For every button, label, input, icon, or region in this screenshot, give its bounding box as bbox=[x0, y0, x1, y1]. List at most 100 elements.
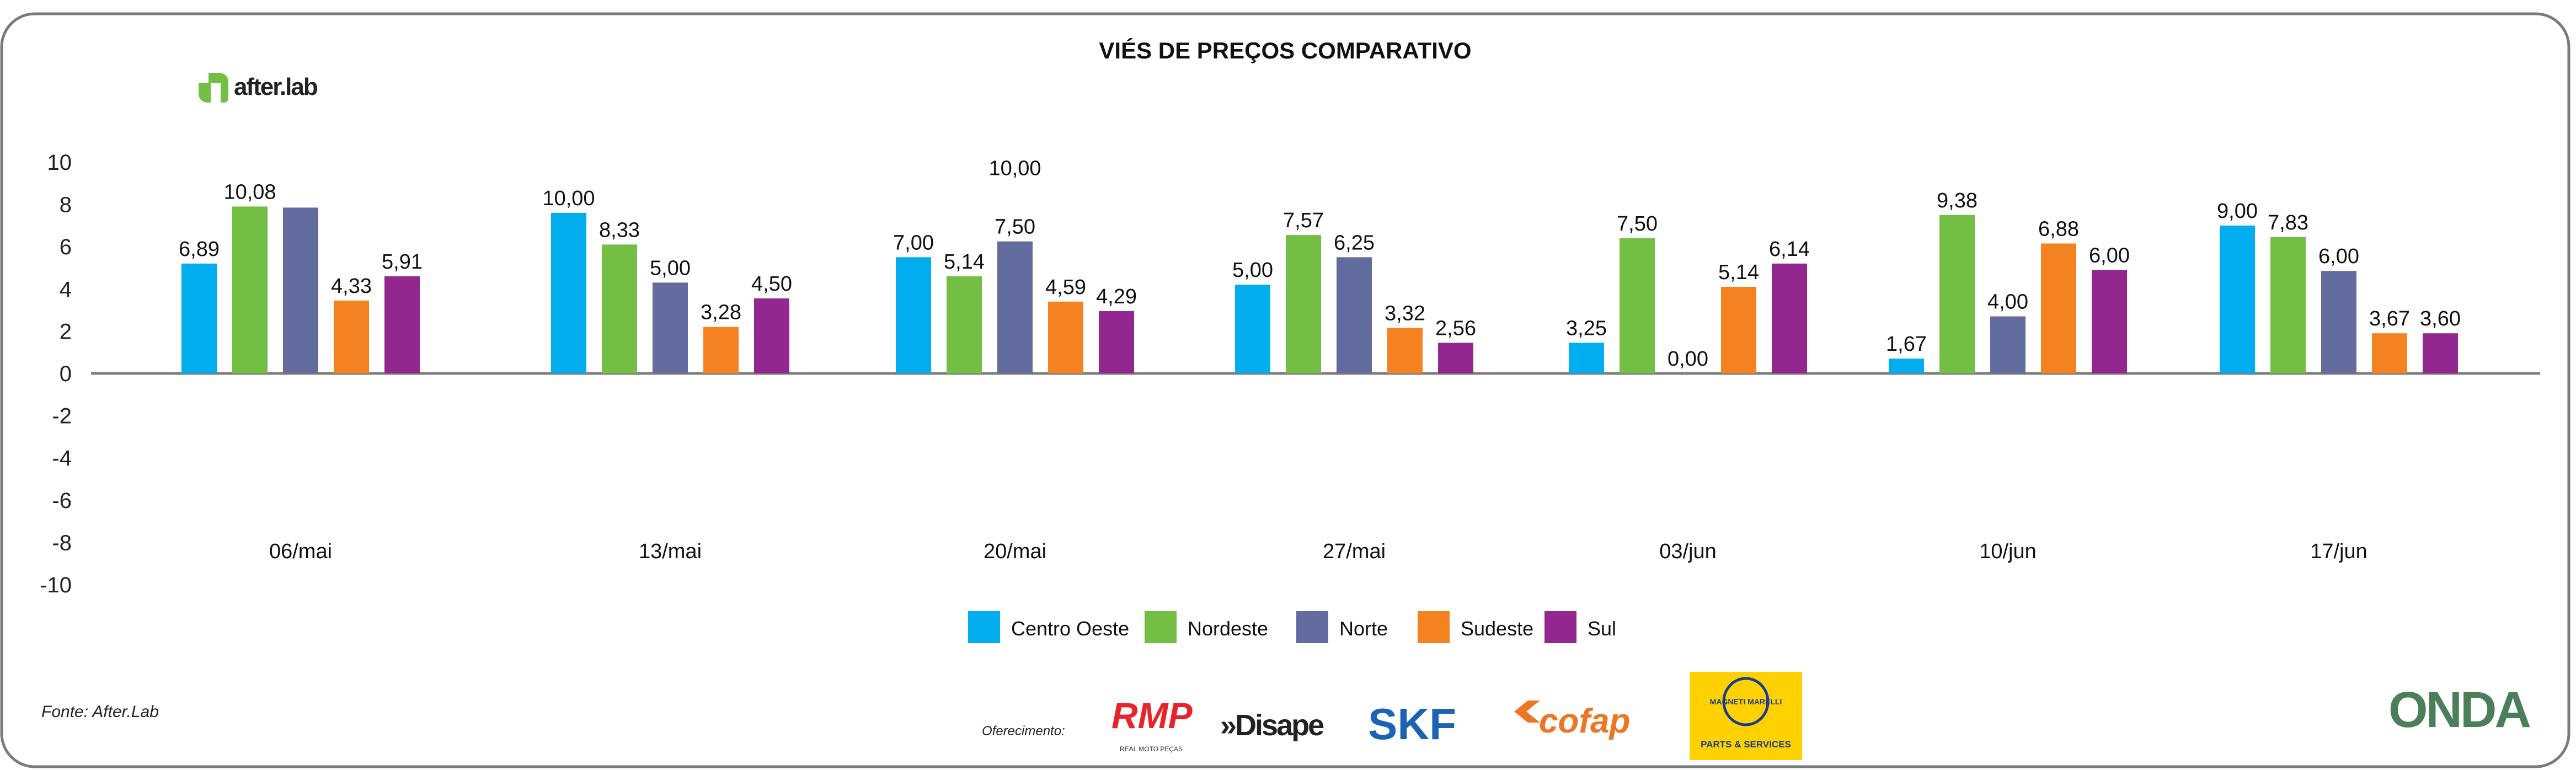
data-label: 3,60 bbox=[2420, 307, 2461, 330]
svg-text:after.lab: after.lab bbox=[234, 73, 318, 100]
bar-centro-oeste bbox=[1235, 285, 1270, 373]
data-label: 5,14 bbox=[944, 250, 985, 274]
data-label: 1,67 bbox=[1886, 333, 1927, 356]
data-label: 0,00 bbox=[1668, 347, 1708, 371]
y-tick-label: 0 bbox=[60, 362, 72, 386]
bar-norte bbox=[997, 241, 1033, 373]
data-label: 6,89 bbox=[179, 238, 220, 261]
bar-nordeste bbox=[2270, 237, 2306, 373]
y-tick-label: 2 bbox=[60, 319, 72, 344]
data-label: 10,08 bbox=[223, 180, 276, 204]
data-label: 3,28 bbox=[701, 301, 741, 324]
cofap-logo: cofap bbox=[1514, 701, 1630, 740]
data-label: 3,25 bbox=[1566, 317, 1607, 340]
data-label: 9,00 bbox=[2217, 200, 2258, 223]
bar-sul bbox=[1772, 263, 1807, 373]
bar-sul bbox=[754, 298, 789, 373]
bar-norte bbox=[1337, 257, 1372, 373]
onda-logo: ONDA bbox=[2388, 682, 2530, 738]
x-category-label: 27/mai bbox=[1323, 540, 1386, 563]
data-label: 7,50 bbox=[995, 216, 1035, 239]
y-tick-label: 6 bbox=[60, 235, 72, 259]
data-label: 4,29 bbox=[1096, 285, 1137, 308]
frame bbox=[0, 12, 2570, 768]
svg-text:MAGNETI MARELLI: MAGNETI MARELLI bbox=[1710, 697, 1782, 706]
legend-item-centro-oeste: Centro Oeste bbox=[968, 611, 1129, 643]
bar-sudeste bbox=[1048, 301, 1083, 373]
y-tick-label: -10 bbox=[40, 573, 72, 597]
bar-norte bbox=[1990, 316, 2025, 373]
legend-label: Sul bbox=[1588, 617, 1616, 640]
data-label: 6,14 bbox=[1769, 238, 1810, 261]
y-tick-label: -8 bbox=[52, 531, 72, 555]
y-tick-label: 4 bbox=[60, 277, 72, 302]
bar-sudeste bbox=[703, 327, 739, 373]
data-label: 6,88 bbox=[2038, 217, 2079, 240]
bar-sul bbox=[2092, 270, 2127, 373]
y-tick-label: -6 bbox=[52, 489, 72, 513]
data-label: 4,00 bbox=[1987, 291, 2028, 314]
x-category-label: 03/jun bbox=[1659, 540, 1717, 563]
bar-sul bbox=[384, 276, 420, 373]
legend-swatch bbox=[1418, 611, 1450, 643]
data-label: 7,00 bbox=[893, 231, 934, 254]
data-label: 5,00 bbox=[650, 256, 691, 280]
data-label: 7,57 bbox=[1283, 209, 1324, 232]
bar-sul bbox=[1438, 343, 1473, 373]
sponsor-label: Oferecimento: bbox=[982, 724, 1065, 739]
legend-label: Centro Oeste bbox=[1011, 617, 1129, 640]
legend-swatch bbox=[1544, 611, 1576, 643]
y-tick-label: -4 bbox=[52, 446, 72, 470]
svg-text:PARTS & SERVICES: PARTS & SERVICES bbox=[1701, 739, 1791, 750]
svg-text:cofap: cofap bbox=[1539, 702, 1630, 740]
bar-centro-oeste bbox=[1569, 343, 1604, 373]
legend-item-norte: Norte bbox=[1296, 611, 1388, 643]
bar-sudeste bbox=[334, 300, 369, 373]
bar-centro-oeste bbox=[896, 257, 931, 373]
rmp-logo: RMP REAL MOTO PEÇAS bbox=[1111, 695, 1193, 753]
data-label: 10,00 bbox=[542, 187, 595, 210]
magneti-marelli-logo: MAGNETI MARELLI PARTS & SERVICES bbox=[1690, 672, 1802, 760]
bar-norte bbox=[653, 282, 688, 373]
legend-label: Norte bbox=[1339, 617, 1388, 640]
y-tick-label: 10 bbox=[47, 151, 72, 175]
bar-nordeste bbox=[1286, 235, 1321, 373]
disape-logo: »Disape bbox=[1220, 709, 1326, 742]
bar-nordeste bbox=[602, 244, 637, 373]
data-label: 2,56 bbox=[1435, 317, 1476, 340]
svg-text:RMP: RMP bbox=[1111, 695, 1193, 736]
data-label: 5,14 bbox=[1718, 261, 1759, 284]
legend-swatch bbox=[1145, 611, 1177, 643]
y-tick-label: -2 bbox=[52, 404, 72, 429]
data-label: 5,91 bbox=[382, 250, 423, 274]
y-tick-label: 8 bbox=[60, 193, 72, 217]
bar-sudeste bbox=[1387, 328, 1423, 373]
x-category-label: 17/jun bbox=[2310, 540, 2367, 563]
bar-sudeste bbox=[2372, 333, 2407, 373]
chart-title: VIÉS DE PREÇOS COMPARATIVO bbox=[1099, 38, 1471, 63]
data-label: 8,33 bbox=[599, 218, 640, 242]
bar-nordeste bbox=[1939, 215, 1975, 373]
data-label: 9,38 bbox=[1937, 189, 1978, 212]
x-category-label: 06/mai bbox=[269, 540, 332, 563]
bar-norte bbox=[283, 207, 318, 373]
x-category-label: 13/mai bbox=[639, 540, 702, 563]
bar-centro-oeste bbox=[181, 263, 217, 373]
bar-sudeste bbox=[1721, 286, 1756, 373]
data-label: 4,59 bbox=[1045, 276, 1086, 299]
data-label: 4,50 bbox=[751, 272, 792, 296]
bar-centro-oeste bbox=[2220, 225, 2255, 373]
legend-label: Nordeste bbox=[1188, 617, 1268, 640]
legend-label: Sudeste bbox=[1461, 617, 1533, 640]
svg-text:»Disape: »Disape bbox=[1220, 709, 1324, 742]
afterlab-logo: after.lab bbox=[199, 73, 319, 103]
data-label: 6,00 bbox=[2318, 245, 2359, 268]
svg-text:REAL MOTO PEÇAS: REAL MOTO PEÇAS bbox=[1120, 745, 1183, 753]
data-label: 10,00 bbox=[988, 157, 1041, 180]
data-label: 7,83 bbox=[2268, 211, 2308, 234]
legend-item-sudeste: Sudeste bbox=[1418, 611, 1533, 643]
bar-centro-oeste bbox=[551, 212, 586, 373]
data-label: 5,00 bbox=[1232, 259, 1273, 282]
bar-nordeste bbox=[947, 276, 982, 373]
